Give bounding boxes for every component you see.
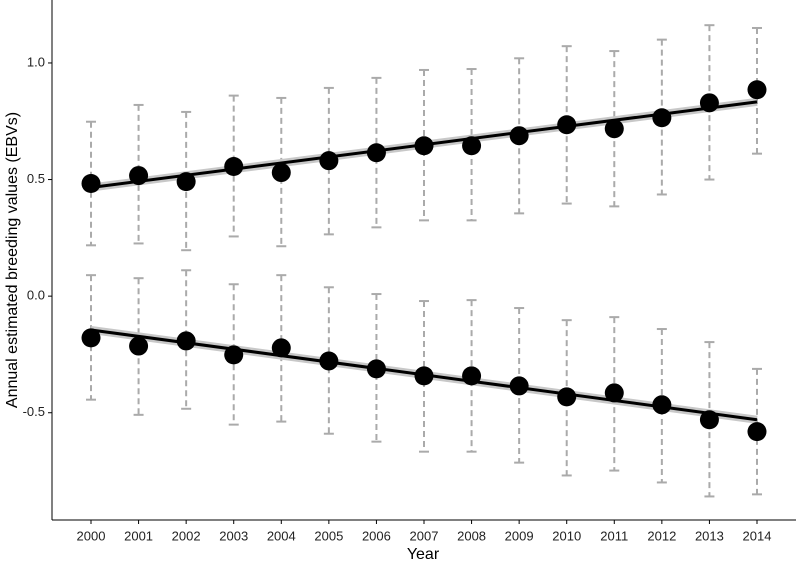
x-tick-label: 2005 bbox=[314, 528, 343, 543]
point bbox=[366, 143, 386, 163]
point bbox=[81, 174, 101, 194]
x-tick-label: 2011 bbox=[600, 528, 628, 543]
x-tick-label: 2012 bbox=[647, 528, 676, 543]
point bbox=[319, 351, 339, 371]
x-tick-label: 2002 bbox=[172, 528, 201, 543]
x-tick-label: 2009 bbox=[505, 528, 534, 543]
x-tick-label: 2007 bbox=[410, 528, 439, 543]
point bbox=[224, 345, 244, 365]
point bbox=[81, 328, 101, 348]
x-tick-label: 2013 bbox=[695, 528, 724, 543]
x-tick-label: 2004 bbox=[267, 528, 296, 543]
x-axis-title: Year bbox=[407, 546, 440, 563]
y-tick-label: -0.5 bbox=[23, 404, 45, 419]
point bbox=[747, 80, 767, 100]
point bbox=[699, 410, 719, 430]
y-tick-label: 1.0 bbox=[27, 54, 45, 69]
point bbox=[509, 126, 529, 146]
point bbox=[604, 119, 624, 139]
point bbox=[509, 376, 529, 396]
x-tick-label: 2010 bbox=[552, 528, 581, 543]
point bbox=[747, 422, 767, 442]
point bbox=[271, 338, 291, 358]
x-tick-label: 2003 bbox=[219, 528, 248, 543]
point bbox=[462, 366, 482, 386]
point bbox=[652, 395, 672, 415]
point bbox=[604, 383, 624, 403]
y-axis-title: Annual estimated breeding values (EBVs) bbox=[4, 112, 21, 408]
point bbox=[652, 108, 672, 128]
x-tick-label: 2000 bbox=[77, 528, 106, 543]
x-tick-label: 2014 bbox=[743, 528, 772, 543]
point bbox=[557, 387, 577, 407]
point bbox=[129, 336, 149, 356]
point bbox=[129, 166, 149, 186]
point bbox=[176, 172, 196, 192]
point bbox=[271, 163, 291, 183]
point bbox=[462, 136, 482, 156]
point bbox=[557, 115, 577, 135]
point bbox=[176, 331, 196, 351]
point bbox=[366, 359, 386, 379]
x-tick-label: 2008 bbox=[457, 528, 486, 543]
point bbox=[699, 93, 719, 113]
x-tick-label: 2001 bbox=[124, 528, 153, 543]
y-tick-label: 0.5 bbox=[27, 171, 45, 186]
y-tick-label: 0.0 bbox=[27, 288, 45, 303]
point bbox=[414, 136, 434, 156]
point bbox=[319, 151, 339, 171]
point bbox=[414, 366, 434, 386]
point bbox=[224, 156, 244, 176]
x-tick-label: 2006 bbox=[362, 528, 391, 543]
